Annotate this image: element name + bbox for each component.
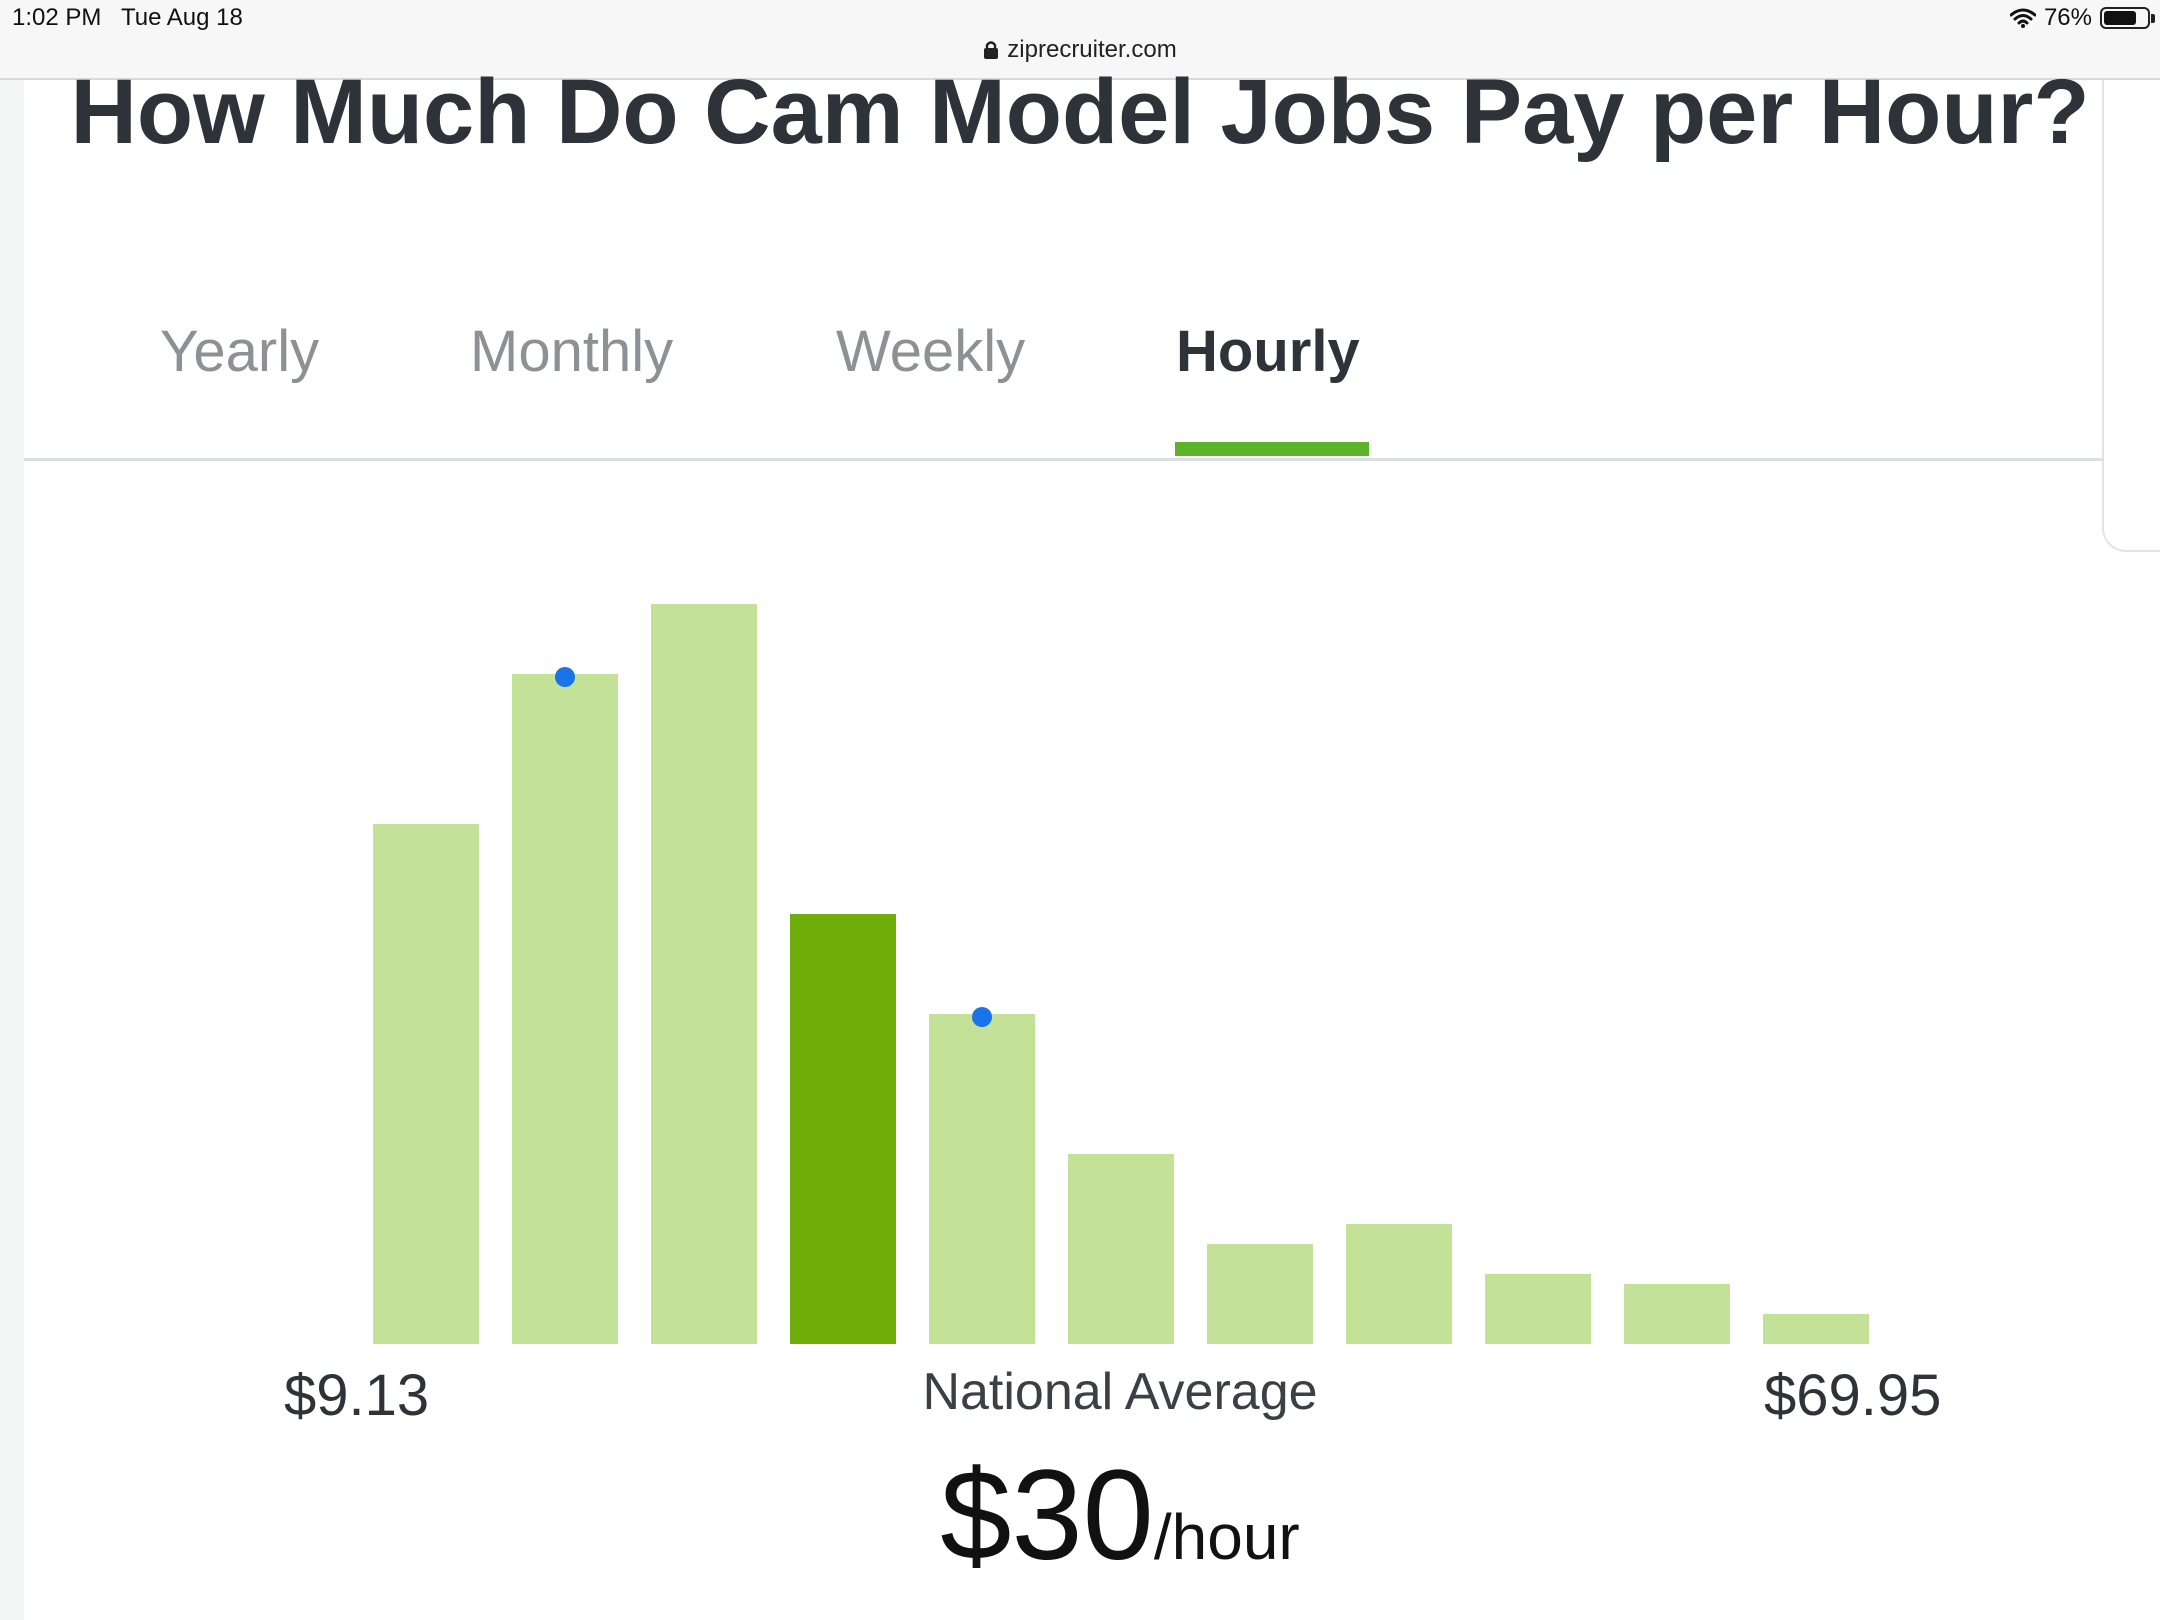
average-pay: $30/hour xyxy=(0,1442,2160,1589)
tab-yearly[interactable]: Yearly xyxy=(160,319,320,384)
tab-monthly[interactable]: Monthly xyxy=(470,319,674,384)
status-right: 76% xyxy=(2009,4,2155,32)
battery-fill xyxy=(2104,11,2136,25)
page-title: How Much Do Cam Model Jobs Pay per Hour? xyxy=(70,61,2090,163)
tab-weekly[interactable]: Weekly xyxy=(836,319,1026,384)
national-average-label: National Average xyxy=(922,1363,1318,1421)
min-pay-label: $9.13 xyxy=(284,1363,430,1428)
status-bar: 1:02 PM Tue Aug 18 76% ziprecruiter.com xyxy=(0,0,2160,80)
battery-icon xyxy=(2100,7,2155,29)
wifi-icon xyxy=(2009,8,2036,28)
battery-percent: 76% xyxy=(2043,4,2092,31)
pay-period-tabs: Yearly Monthly Weekly Hourly xyxy=(24,248,2104,461)
left-gutter xyxy=(0,80,24,1620)
side-panel-edge xyxy=(2102,80,2160,552)
average-pay-unit: /hour xyxy=(1153,1501,1300,1573)
max-pay-label: $69.95 xyxy=(1764,1363,1942,1428)
active-tab-indicator xyxy=(1175,442,1369,456)
status-time: 1:02 PM Tue Aug 18 xyxy=(12,4,243,31)
url-bar[interactable]: ziprecruiter.com xyxy=(0,36,2160,64)
battery-nub xyxy=(2151,14,2155,23)
average-pay-value: $30 xyxy=(940,1444,1154,1587)
page-frame xyxy=(0,80,2160,1620)
tab-hourly[interactable]: Hourly xyxy=(1176,319,1360,384)
url-text[interactable]: ziprecruiter.com xyxy=(1007,36,1177,63)
lock-icon xyxy=(983,40,999,60)
